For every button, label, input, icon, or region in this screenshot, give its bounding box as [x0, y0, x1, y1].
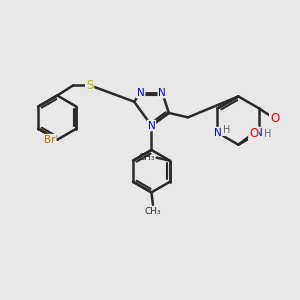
Text: CH₃: CH₃ — [145, 207, 161, 216]
Text: Br: Br — [44, 135, 56, 145]
Text: H: H — [264, 129, 272, 139]
Text: O: O — [249, 127, 258, 140]
Text: S: S — [86, 79, 93, 92]
Text: N: N — [158, 88, 166, 98]
Text: H: H — [223, 125, 230, 135]
Text: O: O — [270, 112, 279, 125]
Text: N: N — [255, 128, 263, 138]
Text: N: N — [214, 128, 221, 138]
Text: CH₃: CH₃ — [139, 153, 155, 162]
Text: N: N — [137, 88, 145, 98]
Text: N: N — [148, 121, 155, 130]
